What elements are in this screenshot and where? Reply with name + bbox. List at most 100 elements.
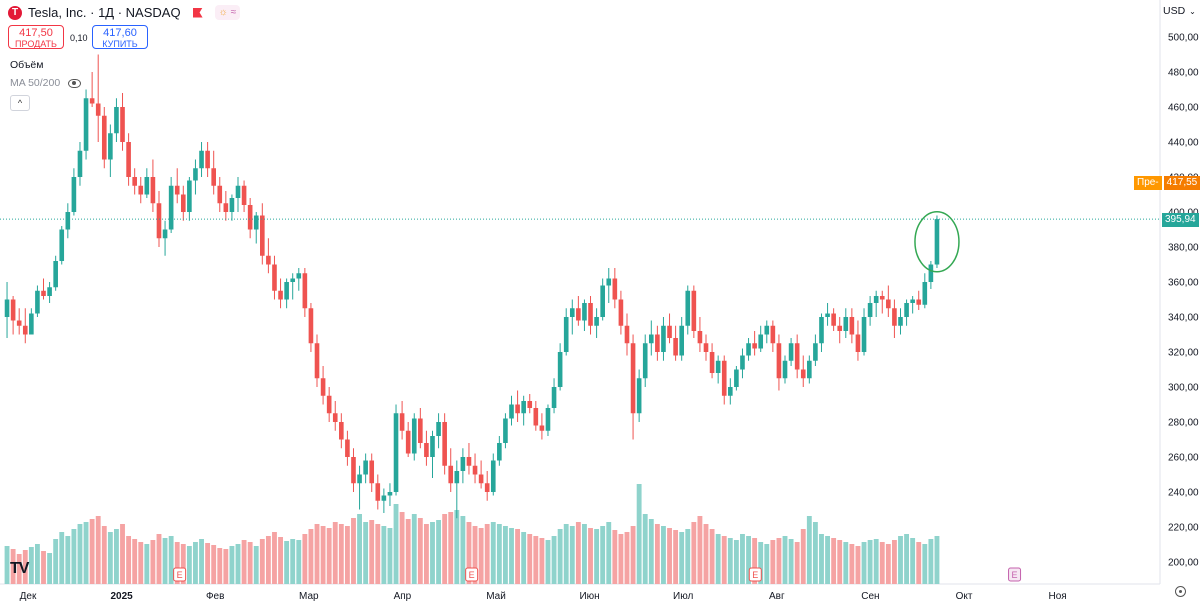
- volume-bar: [752, 538, 758, 584]
- volume-bar: [624, 532, 630, 584]
- candle-body: [326, 395, 332, 414]
- earnings-marker-label: E: [1012, 570, 1018, 580]
- volume-bar: [405, 519, 411, 584]
- candle-body: [168, 185, 174, 230]
- volume-bar: [563, 524, 569, 584]
- candle-body: [302, 273, 308, 309]
- volume-bar: [430, 522, 435, 584]
- volume-bar: [369, 520, 375, 584]
- volume-bar: [186, 546, 192, 584]
- candle-body: [278, 290, 283, 300]
- volume-bar: [253, 546, 259, 584]
- volume-bar: [934, 536, 940, 584]
- candle-body: [618, 299, 624, 326]
- session-badge[interactable]: ☼ ≈: [214, 5, 241, 20]
- candle-body: [187, 180, 192, 212]
- volume-bar: [411, 514, 417, 584]
- volume-bar: [588, 528, 593, 584]
- volume-bar: [259, 539, 265, 584]
- candle-body: [241, 185, 247, 205]
- tradingview-logo-icon[interactable]: TV: [10, 560, 29, 577]
- volume-bar: [873, 539, 879, 584]
- sell-button[interactable]: 417,50 ПРОДАТЬ: [8, 25, 64, 49]
- ma-indicator-label[interactable]: MA 50/200: [10, 77, 82, 89]
- volume-bar: [357, 514, 362, 584]
- candle-body: [180, 194, 186, 212]
- symbol-legend[interactable]: T Tesla, Inc. · 1Д · NASDAQ ☼ ≈: [8, 5, 241, 20]
- candle-body: [430, 436, 435, 457]
- volume-bar: [654, 524, 660, 584]
- candle-body: [648, 334, 654, 344]
- candle-body: [697, 331, 703, 344]
- volume-bar: [898, 536, 903, 584]
- volume-bar: [703, 524, 709, 584]
- volume-bar: [144, 544, 150, 584]
- volume-bar: [120, 524, 125, 584]
- candle-body: [630, 343, 636, 414]
- candle-body: [405, 430, 411, 454]
- volume-bar: [831, 538, 837, 584]
- candle-body: [108, 133, 113, 160]
- volume-bar: [387, 528, 393, 584]
- candle-body: [849, 317, 855, 335]
- candle-body: [715, 360, 721, 373]
- candle-body: [29, 313, 34, 335]
- candle-body: [308, 308, 314, 344]
- candle-body: [600, 285, 605, 317]
- volume-bar: [521, 532, 527, 584]
- volume-bar: [332, 522, 338, 584]
- volume-bar: [71, 529, 77, 584]
- volume-bar: [764, 544, 770, 584]
- eye-icon[interactable]: [68, 78, 82, 88]
- volume-bar: [709, 529, 715, 584]
- candle-body: [345, 439, 350, 457]
- volume-bar: [162, 538, 168, 584]
- volume-bar: [417, 518, 423, 584]
- candle-body: [563, 317, 569, 352]
- candle-body: [709, 352, 715, 373]
- candle-body: [867, 303, 873, 317]
- volume-bar: [727, 538, 733, 584]
- volume-bar: [126, 536, 132, 584]
- candle-body: [83, 98, 89, 151]
- volume-indicator-label[interactable]: Объём: [10, 59, 44, 71]
- collapse-indicators-button[interactable]: ^: [10, 95, 30, 111]
- time-tick-label: Апр: [394, 591, 412, 602]
- candle-body: [320, 378, 326, 396]
- time-tick-label: 2025: [110, 591, 133, 602]
- volume-bar: [174, 542, 180, 584]
- candle-body: [788, 343, 794, 361]
- candle-body: [41, 290, 46, 296]
- candle-body: [247, 205, 253, 230]
- volume-bar: [606, 522, 612, 584]
- volume-bar: [636, 484, 642, 584]
- volume-bar: [758, 542, 764, 584]
- candle-body: [357, 474, 362, 484]
- candle-body: [211, 168, 216, 186]
- flag-icon[interactable]: [192, 7, 203, 18]
- candle-body: [758, 334, 764, 349]
- buy-button[interactable]: 417,60 КУПИТЬ: [92, 25, 148, 49]
- volume-bar: [527, 534, 533, 584]
- candle-body: [478, 474, 484, 484]
- candle-body: [873, 296, 879, 303]
- volume-bar: [740, 534, 745, 584]
- wave-icon: ≈: [230, 7, 237, 18]
- candle-body: [509, 404, 514, 419]
- currency-selector[interactable]: USD ⌄: [1163, 5, 1196, 17]
- volume-bar: [278, 537, 283, 584]
- volume-bar: [910, 538, 916, 584]
- candle-body: [132, 177, 137, 186]
- settings-icon[interactable]: [1175, 586, 1186, 597]
- candle-body: [369, 460, 375, 484]
- volume-bar: [916, 542, 922, 584]
- candle-body: [703, 343, 709, 352]
- candle-body: [290, 278, 296, 282]
- candle-body: [59, 229, 65, 261]
- earnings-marker-label: E: [469, 570, 475, 580]
- symbol-title[interactable]: Tesla, Inc. · 1Д · NASDAQ: [28, 5, 181, 20]
- volume-bar: [229, 546, 235, 584]
- candle-body: [460, 457, 466, 471]
- candle-body: [764, 325, 770, 335]
